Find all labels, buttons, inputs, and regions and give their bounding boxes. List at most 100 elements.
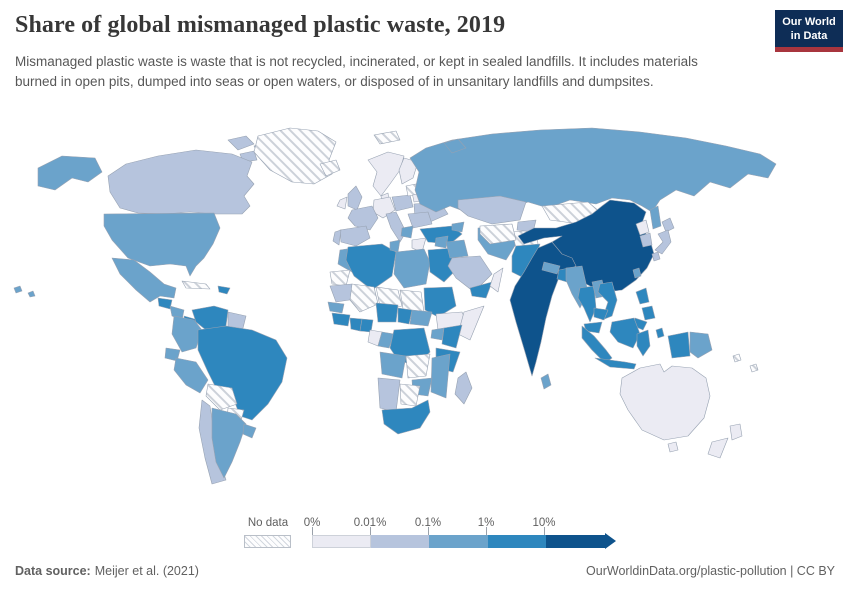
- country-united-states[interactable]: [103, 212, 221, 277]
- footer-license-link[interactable]: OurWorldinData.org/plastic-pollution | C…: [586, 564, 835, 578]
- country-iraq[interactable]: [445, 239, 469, 259]
- country-angola[interactable]: [379, 351, 407, 379]
- country-argentina[interactable]: [211, 407, 247, 479]
- country-tunisia[interactable]: [389, 239, 401, 253]
- country-central-african-republic[interactable]: [409, 309, 433, 327]
- country-brazil[interactable]: [197, 325, 288, 421]
- country-serbia[interactable]: [400, 225, 414, 239]
- country-zambia[interactable]: [405, 353, 431, 379]
- country-italy[interactable]: [385, 211, 407, 243]
- country-sri-lanka[interactable]: [540, 373, 552, 390]
- legend-tick-2: [428, 527, 429, 535]
- country-guinea[interactable]: [331, 312, 351, 327]
- legend-no-data-swatch[interactable]: [244, 535, 291, 548]
- country-uganda[interactable]: [430, 327, 445, 341]
- country-novaya-zemlya[interactable]: [443, 138, 467, 154]
- country-syria[interactable]: [434, 235, 449, 249]
- country-senegal[interactable]: [327, 301, 345, 314]
- country-guatemala[interactable]: [157, 297, 173, 310]
- country-algeria[interactable]: [345, 243, 397, 291]
- country-mexico[interactable]: [111, 257, 177, 303]
- country-new-zealand-south[interactable]: [707, 437, 729, 459]
- country-western-sahara[interactable]: [329, 269, 351, 287]
- country-vietnam[interactable]: [597, 281, 618, 321]
- country-united-kingdom[interactable]: [347, 185, 363, 211]
- legend-bin-3[interactable]: [487, 535, 547, 548]
- country-azerbaijan[interactable]: [451, 221, 465, 233]
- country-kenya[interactable]: [441, 324, 463, 349]
- country-indonesia-borneo[interactable]: [609, 317, 641, 349]
- country-north-korea[interactable]: [635, 219, 650, 236]
- legend-bin-2[interactable]: [429, 535, 488, 548]
- country-colombia[interactable]: [171, 315, 203, 353]
- country-philippines-luzon[interactable]: [635, 287, 650, 305]
- country-kazakhstan[interactable]: [457, 195, 527, 225]
- footer-source: Data source: Meijer et al. (2021): [15, 564, 199, 578]
- country-botswana[interactable]: [399, 383, 421, 407]
- country-canada-arctic-1[interactable]: [227, 135, 255, 151]
- legend-bin-4[interactable]: [546, 535, 605, 548]
- country-japan-honshu[interactable]: [654, 229, 672, 255]
- country-mozambique[interactable]: [430, 353, 451, 399]
- legend-bin-0[interactable]: [312, 535, 371, 548]
- country-portugal[interactable]: [332, 229, 342, 246]
- country-namibia[interactable]: [377, 377, 401, 413]
- country-mali[interactable]: [349, 283, 379, 313]
- country-libya[interactable]: [393, 248, 431, 289]
- country-romania[interactable]: [407, 211, 433, 229]
- owid-logo[interactable]: Our World in Data: [775, 10, 843, 52]
- country-hawaii-1[interactable]: [13, 285, 23, 294]
- country-greenland[interactable]: [253, 127, 337, 185]
- country-australia[interactable]: [619, 363, 711, 441]
- country-bolivia[interactable]: [205, 383, 238, 411]
- legend-color-bar: [312, 535, 605, 548]
- country-yemen[interactable]: [469, 281, 493, 299]
- country-papua-new-guinea[interactable]: [689, 331, 713, 359]
- country-sakhalin[interactable]: [649, 205, 662, 230]
- country-dominican-republic[interactable]: [217, 285, 231, 295]
- country-indonesia-west-papua[interactable]: [667, 331, 691, 359]
- country-iceland[interactable]: [319, 159, 341, 177]
- country-south-korea[interactable]: [639, 232, 653, 248]
- country-alaska[interactable]: [37, 155, 103, 191]
- country-turkmenistan[interactable]: [479, 223, 517, 245]
- country-cameroon[interactable]: [397, 307, 413, 325]
- country-nigeria[interactable]: [375, 302, 399, 323]
- country-somalia[interactable]: [457, 305, 485, 341]
- footer: Data source: Meijer et al. (2021) OurWorl…: [15, 564, 835, 578]
- country-new-zealand-north[interactable]: [729, 423, 743, 441]
- country-cambodia[interactable]: [593, 307, 609, 321]
- country-madagascar[interactable]: [454, 371, 473, 405]
- country-tasmania[interactable]: [667, 441, 679, 453]
- country-japan-kyushu[interactable]: [651, 251, 661, 262]
- country-japan-hokkaido[interactable]: [661, 217, 675, 233]
- country-turkey[interactable]: [419, 225, 463, 245]
- country-pacific-islands-2[interactable]: [749, 363, 759, 373]
- country-norway-sweden[interactable]: [367, 151, 405, 197]
- footer-source-label: Data source:: [15, 564, 91, 578]
- country-congo[interactable]: [377, 331, 395, 349]
- country-nepal[interactable]: [541, 261, 561, 275]
- country-spain[interactable]: [339, 225, 371, 247]
- country-philippines-visayas[interactable]: [641, 305, 656, 321]
- country-indonesia-sulawesi[interactable]: [636, 329, 651, 357]
- country-poland[interactable]: [391, 194, 414, 212]
- country-taiwan[interactable]: [632, 267, 642, 279]
- country-pacific-islands-1[interactable]: [732, 353, 742, 363]
- country-south-africa[interactable]: [381, 399, 431, 435]
- country-oman[interactable]: [489, 267, 504, 293]
- country-ireland[interactable]: [336, 196, 348, 210]
- country-france[interactable]: [347, 205, 379, 231]
- country-uruguay[interactable]: [242, 423, 257, 439]
- country-peru[interactable]: [173, 357, 209, 394]
- legend-bin-1[interactable]: [370, 535, 430, 548]
- country-canada[interactable]: [107, 149, 255, 215]
- country-svalbard[interactable]: [373, 130, 401, 145]
- country-indonesia-java[interactable]: [594, 357, 637, 370]
- country-cuba[interactable]: [181, 280, 211, 290]
- country-sudan[interactable]: [423, 286, 457, 318]
- country-hawaii-2[interactable]: [27, 290, 36, 298]
- country-indonesia-moluccas[interactable]: [655, 327, 665, 339]
- page-subtitle: Mismanaged plastic waste is waste that i…: [15, 54, 698, 90]
